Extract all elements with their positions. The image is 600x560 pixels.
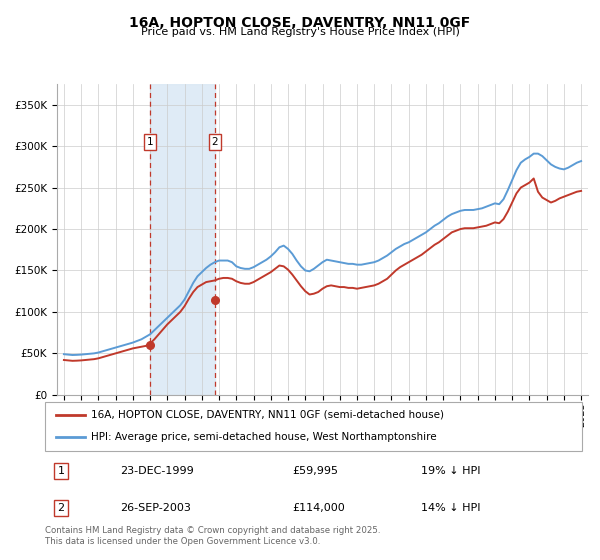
Text: £114,000: £114,000 — [292, 503, 345, 513]
Text: 23-DEC-1999: 23-DEC-1999 — [120, 466, 194, 476]
Text: HPI: Average price, semi-detached house, West Northamptonshire: HPI: Average price, semi-detached house,… — [91, 432, 436, 442]
Text: £59,995: £59,995 — [292, 466, 338, 476]
Text: Contains HM Land Registry data © Crown copyright and database right 2025.
This d: Contains HM Land Registry data © Crown c… — [45, 526, 380, 546]
Text: 2: 2 — [58, 503, 65, 513]
Text: 1: 1 — [147, 137, 154, 147]
Text: 1: 1 — [58, 466, 65, 476]
Text: 26-SEP-2003: 26-SEP-2003 — [120, 503, 191, 513]
Text: 14% ↓ HPI: 14% ↓ HPI — [421, 503, 481, 513]
Text: 16A, HOPTON CLOSE, DAVENTRY, NN11 0GF (semi-detached house): 16A, HOPTON CLOSE, DAVENTRY, NN11 0GF (s… — [91, 410, 443, 420]
Bar — [150, 84, 215, 395]
Text: 16A, HOPTON CLOSE, DAVENTRY, NN11 0GF: 16A, HOPTON CLOSE, DAVENTRY, NN11 0GF — [130, 16, 470, 30]
Text: 19% ↓ HPI: 19% ↓ HPI — [421, 466, 481, 476]
Text: 2: 2 — [211, 137, 218, 147]
Text: Price paid vs. HM Land Registry's House Price Index (HPI): Price paid vs. HM Land Registry's House … — [140, 27, 460, 37]
